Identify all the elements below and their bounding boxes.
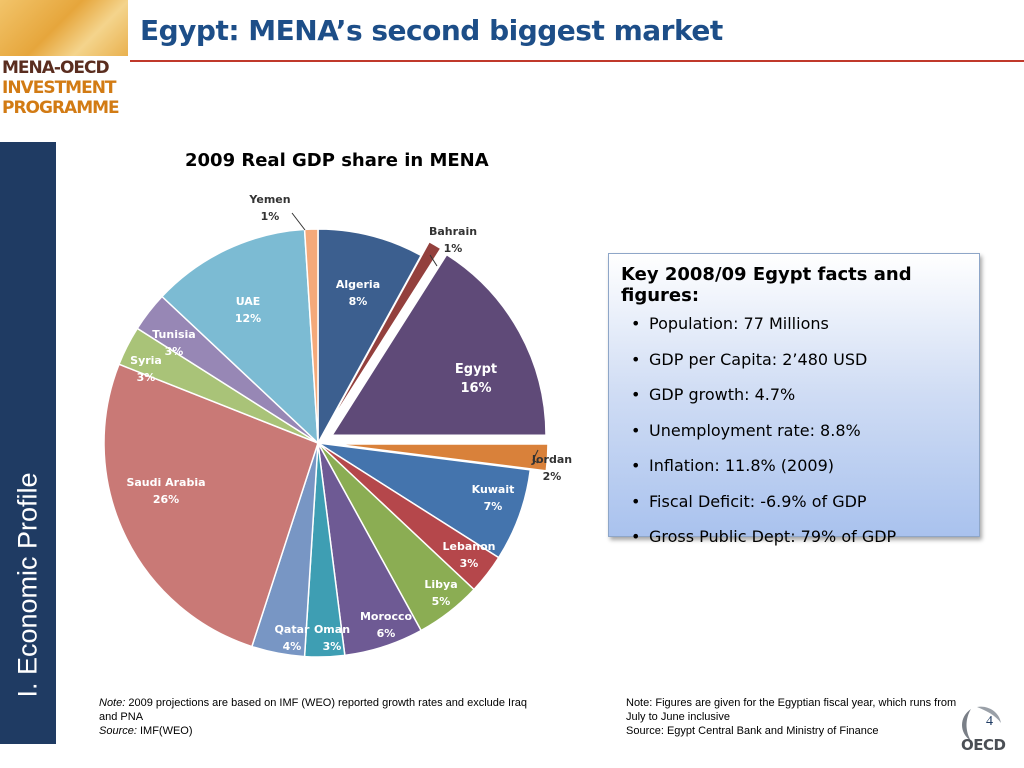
slice-label-libya: Libya [424, 578, 457, 591]
source-label: Source: [99, 725, 137, 737]
logo-line-1: MENA-OECD [2, 58, 110, 78]
logo-line-3: PROGRAMME [2, 98, 120, 118]
slice-value-tunisia: 3% [165, 345, 184, 358]
pie-slice-uae [160, 228, 319, 445]
pie-slice-bahrain [325, 240, 442, 430]
page-title: Egypt: MENA’s second biggest market [140, 14, 723, 47]
slice-label-yemen: Yemen [248, 193, 290, 206]
slice-label-algeria: Algeria [336, 278, 380, 291]
section-label: I. Economic Profile [12, 472, 43, 698]
slice-value-qatar: 4% [283, 640, 302, 653]
slice-value-morocco: 6% [377, 627, 396, 640]
leader-line [429, 254, 438, 267]
oecd-logo-icon [962, 706, 1001, 741]
fact-item: Inflation: 11.8% (2009) [631, 454, 967, 490]
slice-label-qatar: Qatar [275, 623, 310, 636]
title-underline [130, 60, 1024, 62]
slice-value-saudi-arabia: 26% [153, 493, 179, 506]
pie-slice-jordan [333, 443, 549, 472]
slice-value-lebanon: 3% [460, 557, 479, 570]
slice-value-yemen: 1% [261, 210, 280, 223]
key-facts-box: Key 2008/09 Egypt facts and figures: Pop… [608, 253, 980, 549]
footnote-left: Note: 2009 projections are based on IMF … [99, 696, 539, 738]
slice-label-uae: UAE [236, 295, 261, 308]
mena-oecd-logo: MENA-OECD INVESTMENT PROGRAMME [0, 0, 128, 126]
slice-value-oman: 3% [323, 640, 342, 653]
slice-value-syria: 3% [137, 371, 156, 384]
fact-item: Unemployment rate: 8.8% [631, 419, 967, 455]
facts-list: Population: 77 Millions GDP per Capita: … [621, 312, 967, 561]
slice-label-jordan: Jordan [531, 453, 572, 466]
pie-slice-algeria [317, 228, 423, 444]
logo-map-image [0, 0, 128, 56]
leader-line [291, 212, 306, 231]
source-text: IMF(WEO) [136, 725, 193, 737]
fact-item: GDP per Capita: 2’480 USD [631, 348, 967, 384]
slice-label-egypt: Egypt [455, 362, 497, 377]
pie-slice-egypt [330, 253, 547, 437]
pie-slice-saudi-arabia [103, 363, 319, 648]
slice-label-oman: Oman [314, 623, 350, 636]
slice-label-morocco: Morocco [360, 610, 413, 623]
slice-value-jordan: 2% [543, 470, 562, 483]
pie-chart: Algeria 8% Bahrain 1% Egypt 16% Jordan 2% Kuwait… [103, 193, 572, 658]
slice-label-lebanon: Lebanon [443, 540, 496, 553]
leader-line [532, 449, 539, 464]
slice-label-syria: Syria [130, 354, 162, 367]
fact-item: GDP growth: 4.7% [631, 383, 967, 419]
logo-line-2: INVESTMENT [2, 78, 117, 98]
fact-item: Fiscal Deficit: -6.9% of GDP [631, 490, 967, 526]
right-note: Note: Figures are given for the Egyptian… [626, 697, 957, 723]
slice-value-egypt: 16% [460, 381, 491, 396]
slice-value-libya: 5% [432, 595, 451, 608]
note-text: 2009 projections are based on IMF (WEO) … [99, 697, 528, 723]
section-sidebar: I. Economic Profile [0, 142, 56, 744]
chart-title: 2009 Real GDP share in MENA [185, 150, 489, 171]
slice-label-saudi-arabia: Saudi Arabia [126, 476, 205, 489]
slice-label-tunisia: Tunisia [152, 328, 195, 341]
fact-item: Gross Public Dept: 79% of GDP [631, 525, 967, 561]
slice-value-uae: 12% [235, 312, 261, 325]
slice-value-bahrain: 1% [444, 242, 463, 255]
footnote-right: Note: Figures are given for the Egyptian… [626, 696, 966, 738]
page-number: 4 [986, 714, 993, 729]
slice-value-kuwait: 7% [484, 500, 503, 513]
right-source: Source: Egypt Central Bank and Ministry … [626, 725, 879, 737]
facts-title: Key 2008/09 Egypt facts and figures: [621, 264, 912, 306]
slice-value-algeria: 8% [349, 295, 368, 308]
note-label: Note: [99, 697, 126, 709]
oecd-wordmark: OECD [961, 736, 1006, 754]
slice-label-kuwait: Kuwait [472, 483, 515, 496]
slice-label-bahrain: Bahrain [429, 225, 477, 238]
fact-item: Population: 77 Millions [631, 312, 967, 348]
